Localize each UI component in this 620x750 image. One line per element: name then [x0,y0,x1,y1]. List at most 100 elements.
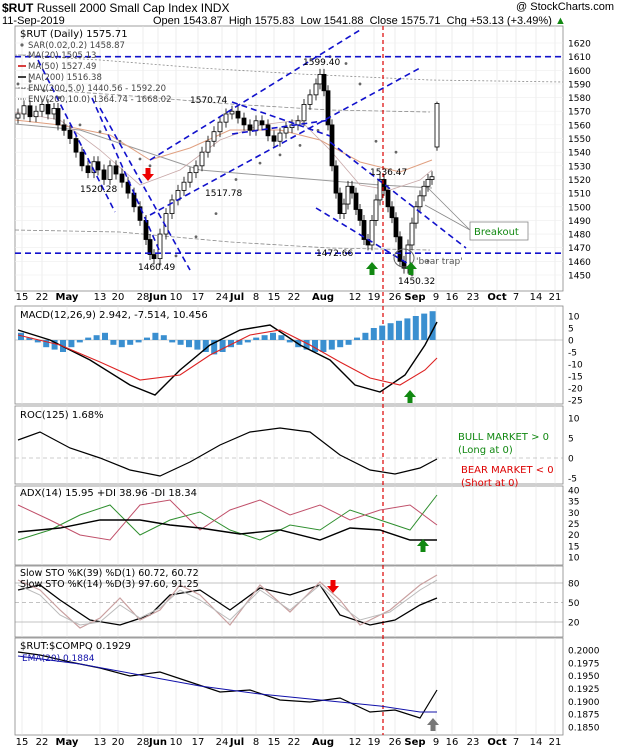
candle-body [199,151,205,167]
candle-body [313,83,319,96]
instrument-name: Russell 2000 Small Cap Index [36,1,198,15]
copyright-text: @ StockCharts.com [516,1,614,13]
chg-label: Chg [446,15,467,27]
candle-body [169,199,175,214]
price-y-tick-1530: 1530 [568,162,591,172]
candle-body [67,129,73,139]
x-tick-top-28: 28 [137,292,150,303]
candle-body [417,195,423,208]
macd-hist-bar [102,332,108,340]
x-tick-bottom-12: 12 [349,737,362,748]
candle-body [27,105,33,118]
x-tick-bottom-23: 23 [467,737,480,748]
x-tick-top-Sep: Sep [404,292,425,303]
price-panel-title: $RUT (Daily) 1575.71 [20,29,128,40]
candle-body [39,104,45,112]
plus-di [17,494,438,541]
macd-y-tick-10: 10 [568,313,580,323]
candle-body [333,165,339,194]
x-tick-bottom-Aug: Aug [312,737,334,748]
green-up-arrow-icon [404,390,416,403]
x-tick-top-May: May [56,292,79,303]
x-tick-bottom-Oct: Oct [487,737,506,748]
price-y-tick-1570: 1570 [568,108,591,118]
candle-body [259,120,265,126]
x-tick-bottom-21: 21 [549,737,562,748]
sar-dot [118,139,122,143]
candle-body [425,179,431,187]
open-value: 1543.87 [182,15,223,27]
trend-4 [149,29,361,161]
macd-hist-bar [177,340,184,345]
macd-hist-bar [312,340,318,352]
x-tick-bottom-10: 10 [170,737,183,748]
candle-body [229,110,235,115]
bear-market-text: BEAR MARKET < 0 [461,465,554,476]
candle-body [421,185,427,197]
sar-dot [258,161,262,165]
breakout-label: Breakout [474,227,519,238]
x-tick-bottom-26: 26 [389,737,402,748]
bull-market-text: BULL MARKET > 0 [458,432,549,443]
candle-body [193,165,199,174]
x-tick-bottom-28: 28 [137,737,150,748]
macd-panel-title: MACD(12,26,9) 2.942, -7.514, 10.456 [20,310,208,321]
panel-frame-price [14,25,564,292]
x-tick-top-13: 13 [94,292,107,303]
macd-hist-bar [354,337,360,340]
sar-dot [298,143,302,147]
candle-body [349,185,355,194]
macd-hist-bar [76,340,83,343]
candle-body [265,124,271,137]
copyright: @ StockCharts.com [516,1,614,13]
macd-hist-bar [337,340,344,348]
macd-hist-bar [320,340,327,352]
candle-body [325,90,331,126]
candle-body [429,176,435,180]
x-tick-top-21: 21 [549,292,562,303]
x-tick-bottom-19: 19 [368,737,381,748]
candle-body [125,181,131,194]
comp-y-tick-0.2000: 0.2000 [568,647,600,657]
price-annotation-1460.49: 1460.49 [138,263,175,273]
sar-dot [278,153,282,157]
x-tick-bottom-20: 20 [112,737,125,748]
panel-frame-sto [14,565,564,638]
ohlc-values: Open 1543.87 High 1575.83 Low 1541.88 Cl… [153,15,566,27]
bear-trap-circle [393,248,415,268]
price-y-tick-1500: 1500 [568,203,591,213]
x-tick-bottom-Jun: Jun [148,737,167,748]
trend-3 [99,107,191,271]
sto-d3 [17,579,438,626]
legend-dot-icon [20,43,24,47]
legend-entry: MA(50) 1527.49 [28,62,96,72]
sar-dot [214,212,218,215]
candle-body [101,169,107,180]
high-value: 1575.83 [254,15,295,27]
bear-trap-label: 'bear trap' [416,257,463,267]
sar-dot [42,89,46,93]
candle-body [393,217,399,238]
x-tick-bottom-7: 7 [513,737,519,748]
macd-hist-bar [152,332,159,340]
price-annotation-1517.78: 1517.78 [205,189,242,199]
price-y-tick-1560: 1560 [568,121,591,131]
candle-body [131,192,137,208]
close-value: 1575.71 [400,15,441,27]
macd-y-tick--20: -20 [568,385,583,395]
comp-y-tick-0.1875: 0.1875 [568,711,600,721]
symbol-title: $RUT Russell 2000 Small Cap Index INDX [2,1,229,15]
macd-y-tick-0: 0 [568,337,574,347]
price-y-tick-1450: 1450 [568,272,591,282]
macd-hist-bar [127,340,134,345]
x-tick-top-Oct: Oct [487,292,506,303]
candle-body [317,73,323,85]
macd-hist-bar [286,340,293,343]
candle-body [187,172,193,183]
macd-hist-bar [396,320,402,340]
candle-body [143,220,149,240]
candle-body [119,173,125,183]
candle-body [301,104,307,122]
macd-y-tick--25: -25 [568,397,583,407]
candle-body [61,124,67,131]
